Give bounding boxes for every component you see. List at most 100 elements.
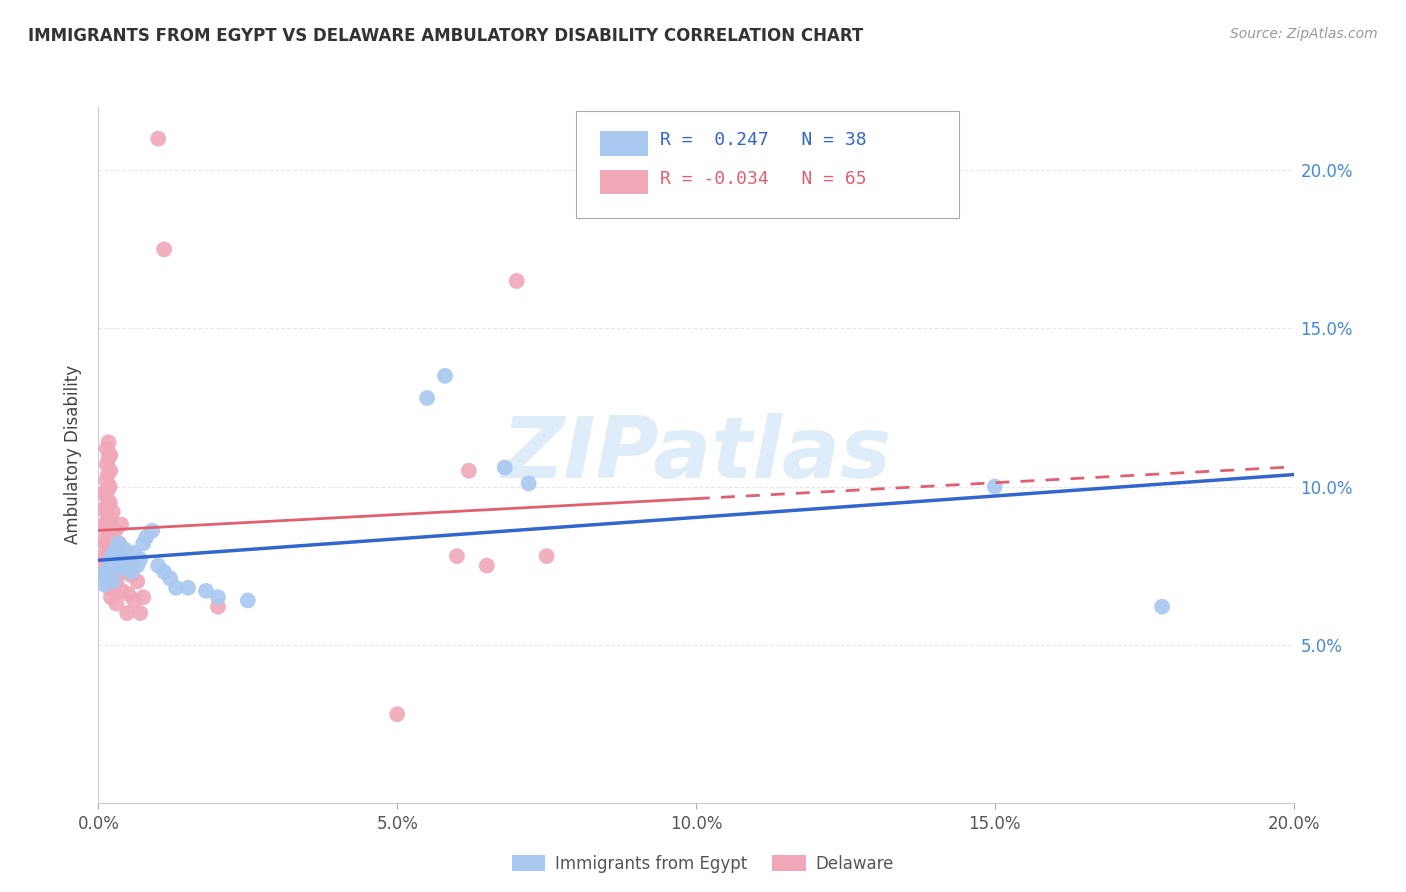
Point bbox=[94, 565, 117, 579]
Point bbox=[110, 549, 132, 563]
Point bbox=[124, 546, 146, 560]
Point bbox=[94, 536, 117, 550]
Point bbox=[93, 577, 115, 591]
Point bbox=[93, 486, 115, 500]
Point bbox=[96, 473, 118, 487]
Y-axis label: Ambulatory Disability: Ambulatory Disability bbox=[65, 366, 83, 544]
Point bbox=[94, 521, 117, 535]
Point bbox=[96, 458, 118, 472]
Point bbox=[108, 558, 131, 573]
Point bbox=[117, 587, 139, 601]
Point bbox=[107, 536, 129, 550]
Point bbox=[135, 530, 157, 544]
Point bbox=[101, 505, 124, 519]
Point bbox=[114, 542, 136, 557]
Point bbox=[104, 524, 127, 538]
Point bbox=[91, 549, 114, 563]
Point bbox=[96, 489, 118, 503]
Point bbox=[434, 368, 457, 383]
Point bbox=[153, 243, 176, 257]
Point bbox=[110, 517, 132, 532]
Point bbox=[111, 552, 134, 566]
Point bbox=[100, 448, 122, 462]
Point bbox=[148, 131, 170, 145]
Point bbox=[98, 527, 121, 541]
Point bbox=[98, 562, 121, 576]
Point bbox=[127, 558, 149, 573]
Point bbox=[108, 536, 131, 550]
Point bbox=[475, 558, 498, 573]
Point bbox=[97, 467, 120, 481]
Point bbox=[117, 556, 139, 570]
Point bbox=[120, 568, 142, 582]
Legend: Immigrants from Egypt, Delaware: Immigrants from Egypt, Delaware bbox=[505, 848, 901, 880]
Point bbox=[416, 391, 439, 405]
Point bbox=[105, 542, 128, 557]
Point bbox=[96, 514, 118, 528]
Point bbox=[96, 549, 118, 563]
Point bbox=[129, 552, 152, 566]
Point bbox=[93, 501, 115, 516]
Point bbox=[132, 536, 155, 550]
Point bbox=[129, 606, 152, 620]
Point bbox=[98, 511, 121, 525]
Point bbox=[97, 499, 120, 513]
Point bbox=[236, 593, 259, 607]
Point bbox=[111, 583, 134, 598]
Point bbox=[96, 571, 118, 585]
Point bbox=[153, 565, 176, 579]
Point bbox=[165, 581, 187, 595]
Bar bbox=[600, 169, 648, 194]
Point bbox=[105, 574, 128, 589]
Point bbox=[195, 583, 218, 598]
Point bbox=[103, 562, 125, 576]
Point bbox=[96, 505, 118, 519]
Point bbox=[148, 558, 170, 573]
Point bbox=[101, 536, 124, 550]
Point bbox=[984, 479, 1007, 493]
Point bbox=[536, 549, 558, 563]
FancyBboxPatch shape bbox=[576, 111, 959, 219]
Point bbox=[103, 542, 125, 557]
Point bbox=[385, 707, 409, 722]
Point bbox=[114, 546, 136, 560]
Point bbox=[115, 606, 138, 620]
Point bbox=[93, 517, 115, 532]
Point bbox=[97, 435, 120, 450]
Point bbox=[94, 558, 117, 573]
Point bbox=[100, 556, 122, 570]
Point bbox=[517, 476, 540, 491]
Point bbox=[103, 574, 125, 589]
Point bbox=[207, 591, 229, 605]
Point bbox=[98, 479, 121, 493]
Point bbox=[100, 591, 122, 605]
Point bbox=[458, 464, 481, 478]
Point bbox=[100, 571, 122, 585]
Text: Source: ZipAtlas.com: Source: ZipAtlas.com bbox=[1230, 27, 1378, 41]
Point bbox=[97, 451, 120, 466]
Point bbox=[104, 546, 127, 560]
Point bbox=[97, 483, 120, 497]
Point bbox=[177, 581, 200, 595]
Point bbox=[132, 591, 155, 605]
Point bbox=[96, 533, 118, 548]
Text: ZIPatlas: ZIPatlas bbox=[501, 413, 891, 497]
Point bbox=[159, 571, 181, 585]
Point bbox=[446, 549, 468, 563]
Text: IMMIGRANTS FROM EGYPT VS DELAWARE AMBULATORY DISABILITY CORRELATION CHART: IMMIGRANTS FROM EGYPT VS DELAWARE AMBULA… bbox=[28, 27, 863, 45]
Point bbox=[98, 546, 121, 560]
Point bbox=[100, 464, 122, 478]
Point bbox=[96, 568, 118, 582]
Point bbox=[112, 562, 135, 576]
Bar bbox=[600, 131, 648, 156]
Point bbox=[100, 549, 122, 563]
Point bbox=[100, 552, 122, 566]
Point bbox=[98, 495, 121, 509]
Point bbox=[96, 442, 118, 456]
Point bbox=[101, 521, 124, 535]
Point bbox=[207, 599, 229, 614]
Point bbox=[1150, 599, 1173, 614]
Point bbox=[141, 524, 163, 538]
Point bbox=[494, 460, 516, 475]
Point bbox=[124, 593, 146, 607]
